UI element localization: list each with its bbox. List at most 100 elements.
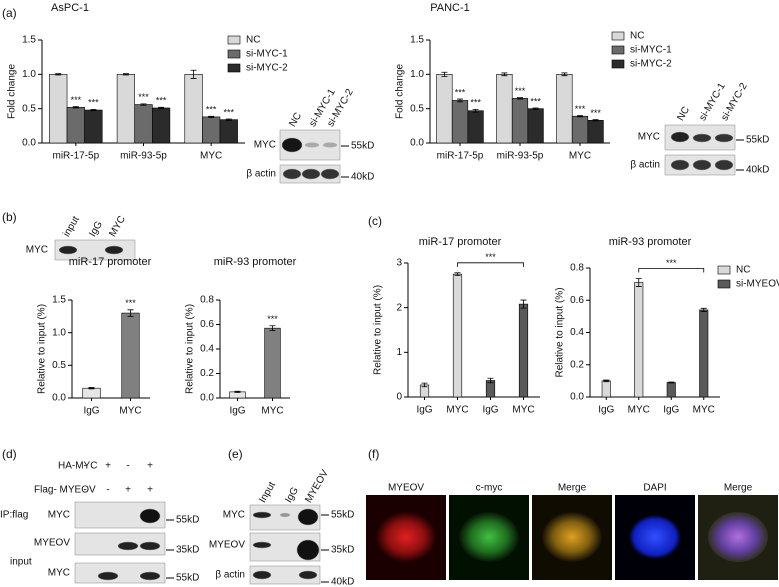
legend-label: NC <box>246 35 260 46</box>
panel-label: (b) <box>2 210 17 224</box>
bar <box>49 74 68 144</box>
significance: *** <box>666 258 677 268</box>
error-bar <box>88 387 95 390</box>
size-label: 35kD <box>331 545 354 556</box>
size-label: 40kD <box>331 577 354 587</box>
panel-label: (d) <box>2 447 17 461</box>
y-tick-label: 0.5 <box>22 103 36 114</box>
row-label: MYEOV <box>34 538 70 549</box>
lane-label: NC <box>287 111 304 129</box>
error-bar <box>140 103 147 106</box>
x-tick-label: IgG <box>83 406 99 417</box>
x-tick-label: miR-93-5p <box>120 151 167 162</box>
y-tick-label: 1 <box>396 347 402 358</box>
size-label: 55kD <box>351 141 374 152</box>
x-tick-label: IgG <box>229 406 245 417</box>
x-tick-label: MYC <box>569 151 591 162</box>
y-tick-label: 0.8 <box>570 263 584 274</box>
y-tick-label: 0.0 <box>200 393 214 404</box>
x-tick-label: IgG <box>598 405 614 416</box>
significance: *** <box>156 96 167 106</box>
bar <box>556 74 573 144</box>
y-tick-label: 0.0 <box>22 138 36 149</box>
significance: *** <box>590 108 601 118</box>
bar <box>264 327 281 399</box>
error-bar <box>520 299 527 309</box>
error-bar <box>577 115 583 118</box>
x-tick-label: MYC <box>261 406 283 417</box>
x-tick-label: IgG <box>416 405 432 416</box>
lane-label: MYC <box>107 214 128 239</box>
legend-label: si-MYC-2 <box>246 63 288 74</box>
error-bar <box>603 379 610 383</box>
treatment-sign: - <box>126 461 129 472</box>
micrographs <box>366 495 778 580</box>
error-bar <box>532 107 539 110</box>
bar <box>219 119 238 144</box>
bar <box>451 100 469 144</box>
panel-label: (e) <box>228 447 243 461</box>
x-tick-label: miR-93-5p <box>497 151 544 162</box>
treatment-sign: + <box>147 461 153 472</box>
error-bar <box>441 71 448 77</box>
chart-title: miR-93 promoter <box>609 236 692 248</box>
bar <box>571 115 589 144</box>
bar <box>699 309 709 398</box>
error-bar <box>454 272 461 276</box>
size-label: 55kD <box>176 515 199 526</box>
row-label: β actin <box>215 570 245 581</box>
y-tick-label: 1.5 <box>410 35 424 46</box>
size-label: 55kD <box>331 510 354 521</box>
y-axis-label: Relative to input (%) <box>373 285 384 375</box>
legend-swatch <box>611 59 625 69</box>
significance: *** <box>530 96 541 106</box>
legend-swatch <box>717 265 731 275</box>
legend-label: NC <box>736 265 750 276</box>
x-tick-label: MYC <box>119 406 141 417</box>
image-label: DAPI <box>643 483 666 494</box>
y-tick-label: 0.5 <box>52 360 66 371</box>
significance: *** <box>138 92 149 102</box>
bar <box>527 108 544 144</box>
bar <box>66 106 85 144</box>
bar <box>121 312 140 399</box>
comparison-bracket <box>638 268 705 273</box>
image-label: Merge <box>558 483 587 494</box>
error-bar <box>122 73 129 76</box>
y-axis-label: Relative to input (%) <box>555 287 566 377</box>
y-tick-label: 0.0 <box>410 138 424 149</box>
condition-label: HA-MYC <box>58 461 97 472</box>
y-axis-label: Fold change <box>395 64 406 119</box>
y-tick-label: 0.4 <box>200 344 214 355</box>
error-bar <box>472 108 479 113</box>
error-bar <box>72 106 79 109</box>
significance: *** <box>206 105 217 115</box>
significance: *** <box>515 86 526 96</box>
chart-title: PANC-1 <box>430 2 470 14</box>
bar <box>116 74 136 144</box>
error-bar <box>158 106 165 110</box>
bar <box>467 110 484 144</box>
legend-swatch <box>611 45 625 55</box>
treatment-sign: - <box>106 485 109 496</box>
x-tick-label: IgG <box>663 405 679 416</box>
bar <box>452 273 463 398</box>
legend-swatch <box>611 31 625 41</box>
treatment-sign: - <box>83 485 86 496</box>
panel-label: (c) <box>368 214 382 228</box>
bar <box>666 382 676 398</box>
error-bar <box>55 73 62 76</box>
x-tick-label: miR-17-5p <box>437 151 484 162</box>
group-label: input <box>10 557 32 568</box>
chart-title: miR-93 promoter <box>214 256 297 268</box>
error-bar <box>700 307 707 312</box>
lane-label: NC <box>675 105 692 123</box>
legend-label: si-MYC-1 <box>630 45 672 56</box>
error-bar <box>225 118 232 121</box>
treatment-sign: + <box>105 461 111 472</box>
lane-label: IgG <box>283 485 301 505</box>
size-label: 40kD <box>746 165 769 176</box>
error-bar <box>561 72 568 77</box>
significance: *** <box>88 98 99 108</box>
size-label: 40kD <box>351 172 374 183</box>
